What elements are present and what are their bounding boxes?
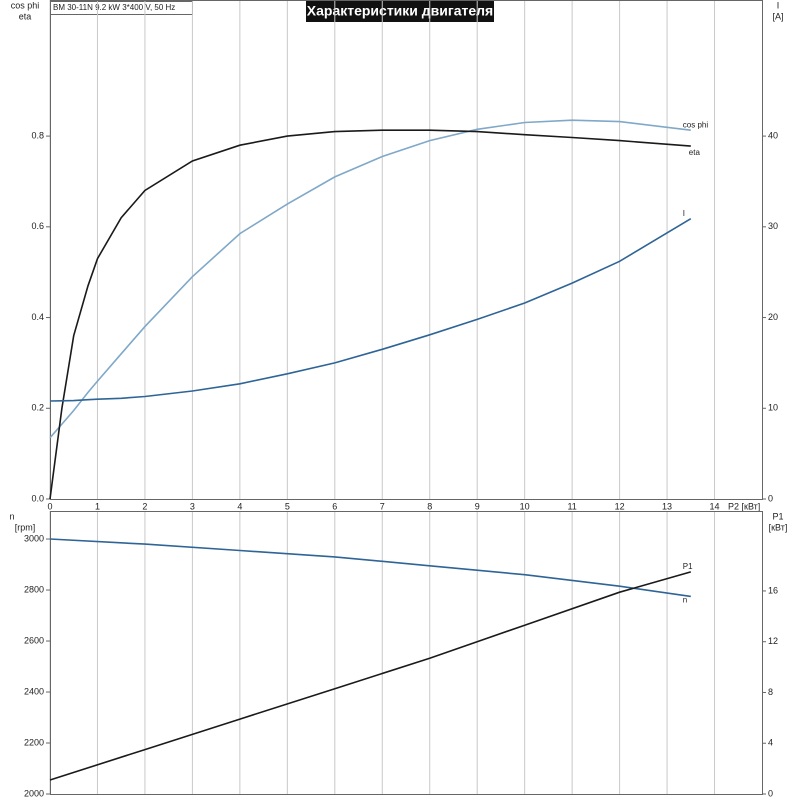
y2-tick-label: 40 <box>768 130 778 140</box>
x-tick-label: 5 <box>285 501 290 511</box>
y-axis-label: eta <box>19 11 32 21</box>
x-tick-label: 13 <box>662 501 672 511</box>
subtitle: BM 30-11N 9.2 kW 3*400 V, 50 Hz <box>53 3 175 12</box>
x-tick-label: 0 <box>47 501 52 511</box>
y-tick-label: 2600 <box>24 635 44 645</box>
y2-axis-label: P1 <box>772 511 783 521</box>
series-label: eta <box>689 148 701 157</box>
x-tick-label: 6 <box>332 501 337 511</box>
y-tick-label: 2400 <box>24 686 44 696</box>
y2-tick-label: 0 <box>768 493 773 503</box>
chart-title: Характеристики двигателя <box>307 3 493 19</box>
y-tick-label: 2000 <box>24 788 44 798</box>
series-line <box>49 129 691 500</box>
series-line <box>49 119 691 439</box>
y2-tick-label: 12 <box>768 636 778 646</box>
series-label: cos phi <box>683 120 709 129</box>
y2-tick-label: 20 <box>768 312 778 322</box>
y2-axis-label: [A] <box>772 11 783 21</box>
x-tick-label: 8 <box>427 501 432 511</box>
y-tick-label: 0.8 <box>31 130 44 140</box>
x-tick-label: 10 <box>520 501 530 511</box>
series-line <box>49 538 691 598</box>
y2-tick-label: 10 <box>768 403 778 413</box>
plot-frame <box>50 0 763 500</box>
x-tick-label: 4 <box>237 501 242 511</box>
plot-frame <box>50 511 763 795</box>
x-tick-label: 14 <box>710 501 720 511</box>
title-box <box>306 1 494 22</box>
y-tick-label: 0.2 <box>31 403 44 413</box>
x-tick-label: 3 <box>190 501 195 511</box>
y2-tick-label: 16 <box>768 585 778 595</box>
x-tick-label: 2 <box>142 501 147 511</box>
x-tick-label: 1 <box>95 501 100 511</box>
y-tick-label: 0.0 <box>31 493 44 503</box>
y2-axis-label: I <box>777 0 780 10</box>
series-label: I <box>683 209 685 218</box>
series-label: n <box>683 596 687 605</box>
y2-tick-label: 30 <box>768 221 778 231</box>
x-axis-label: P2 [кВт] <box>728 501 760 511</box>
y-axis-label: n <box>9 511 14 521</box>
y2-tick-label: 4 <box>768 738 773 748</box>
x-tick-label: 11 <box>567 501 576 511</box>
x-tick-label: 12 <box>615 501 625 511</box>
series-line <box>49 571 692 781</box>
y-tick-label: 0.4 <box>31 312 44 322</box>
y2-axis-label: [кВт] <box>769 522 788 532</box>
series-line <box>49 218 692 402</box>
y-axis-label: [rpm] <box>15 522 36 532</box>
y-tick-label: 0.6 <box>31 221 44 231</box>
x-tick-label: 7 <box>380 501 385 511</box>
y-tick-label: 2200 <box>24 737 44 747</box>
y2-tick-label: 8 <box>768 687 773 697</box>
y2-tick-label: 0 <box>768 788 773 798</box>
y-tick-label: 3000 <box>24 533 44 543</box>
y-axis-label: cos phi <box>11 0 40 10</box>
x-tick-label: 9 <box>475 501 480 511</box>
y-tick-label: 2800 <box>24 584 44 594</box>
series-label: P1 <box>683 562 693 571</box>
